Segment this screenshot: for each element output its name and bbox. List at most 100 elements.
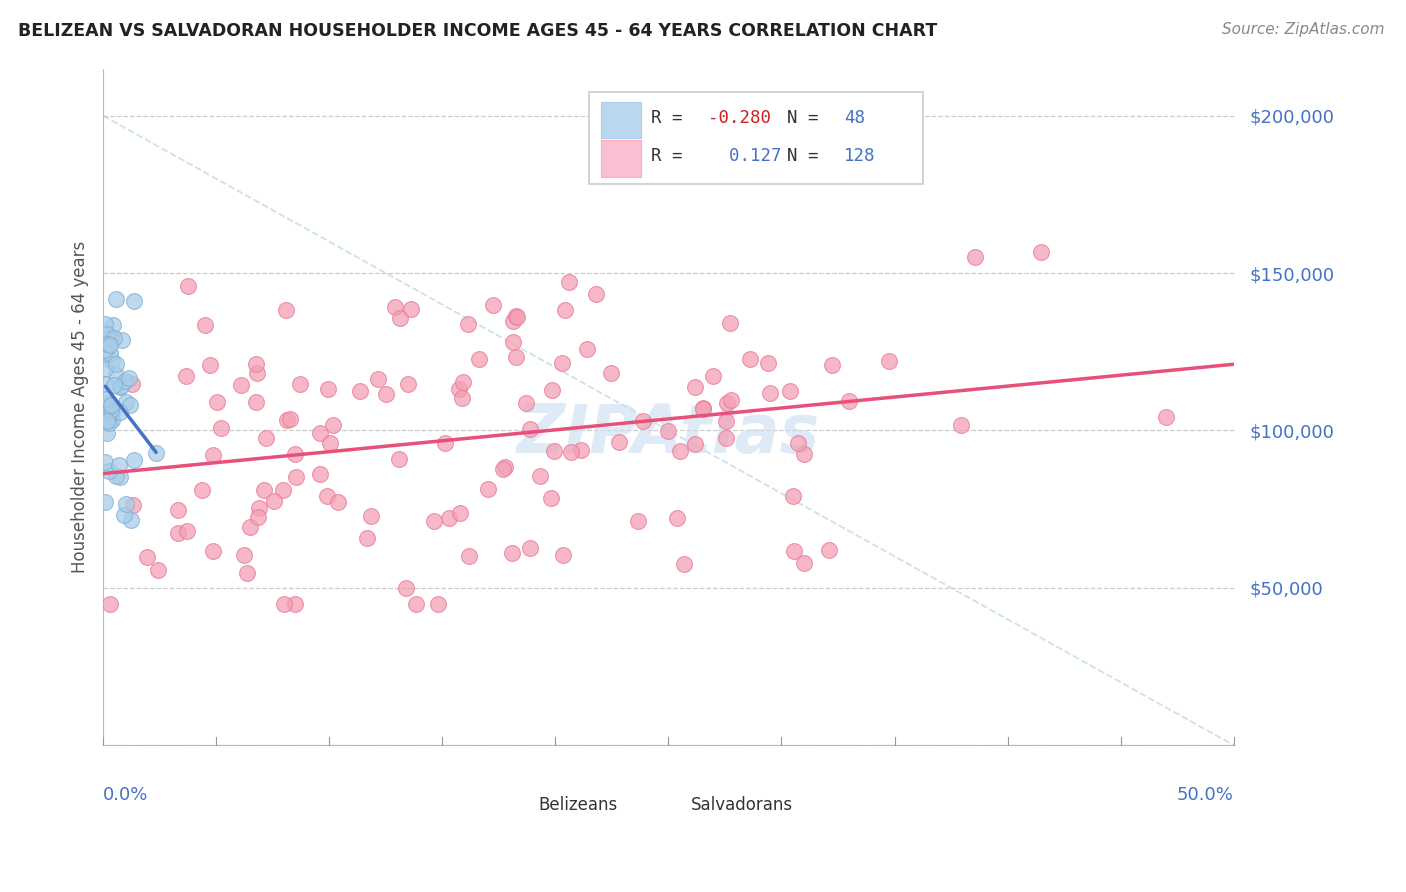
Point xyxy=(494,459,516,474)
Point xyxy=(505,350,527,364)
Point xyxy=(529,469,551,483)
Point xyxy=(877,353,900,368)
Point xyxy=(100,403,122,417)
Point xyxy=(263,494,285,508)
Point xyxy=(253,483,276,498)
Point xyxy=(326,495,349,509)
Text: Belizeans: Belizeans xyxy=(538,796,617,814)
Point xyxy=(543,443,565,458)
Point xyxy=(793,557,815,571)
Point xyxy=(783,543,806,558)
Point xyxy=(231,378,253,392)
Point xyxy=(666,510,689,524)
Point xyxy=(540,383,562,397)
Point xyxy=(112,508,135,522)
Point xyxy=(360,508,382,523)
Point xyxy=(245,357,267,371)
Point xyxy=(103,377,125,392)
Point xyxy=(104,357,127,371)
Point xyxy=(120,398,142,412)
Point xyxy=(103,331,125,345)
Point xyxy=(110,405,132,419)
Point xyxy=(120,513,142,527)
Point xyxy=(492,462,515,476)
Point xyxy=(94,343,117,357)
Point xyxy=(576,343,599,357)
Point xyxy=(209,421,232,435)
Point xyxy=(395,581,418,595)
Point xyxy=(136,550,159,565)
FancyBboxPatch shape xyxy=(600,140,641,177)
Point xyxy=(451,391,474,405)
Point xyxy=(759,386,782,401)
Point xyxy=(501,546,523,560)
Point xyxy=(551,356,574,370)
Point xyxy=(121,377,143,392)
Point xyxy=(427,597,450,611)
Point xyxy=(519,422,541,436)
Point xyxy=(108,469,131,483)
Point xyxy=(94,376,117,391)
FancyBboxPatch shape xyxy=(502,793,536,816)
Point xyxy=(167,503,190,517)
Point xyxy=(97,464,120,478)
Point xyxy=(309,467,332,481)
Point xyxy=(787,436,810,450)
Point xyxy=(117,371,139,385)
Point xyxy=(247,501,270,516)
Point xyxy=(96,392,118,406)
Point xyxy=(467,352,489,367)
Point xyxy=(96,426,118,441)
FancyBboxPatch shape xyxy=(600,102,641,138)
Point xyxy=(683,437,706,451)
Point xyxy=(94,318,117,332)
Point xyxy=(451,376,474,390)
Text: 50.0%: 50.0% xyxy=(1177,786,1233,804)
Point xyxy=(96,414,118,428)
Point xyxy=(167,525,190,540)
Point xyxy=(101,318,124,333)
Point xyxy=(482,298,505,312)
Point xyxy=(94,361,117,376)
Point xyxy=(779,384,801,398)
Point xyxy=(114,374,136,388)
Point xyxy=(702,369,724,384)
Point xyxy=(94,395,117,409)
Point xyxy=(554,303,576,318)
Point xyxy=(447,382,470,396)
Point xyxy=(284,447,307,461)
Point xyxy=(104,368,127,383)
Point xyxy=(437,511,460,525)
Point xyxy=(502,335,524,350)
Point xyxy=(284,597,307,611)
Point xyxy=(515,396,537,410)
Point xyxy=(692,402,714,417)
Point xyxy=(458,549,481,563)
Text: Source: ZipAtlas.com: Source: ZipAtlas.com xyxy=(1222,22,1385,37)
Point xyxy=(122,452,145,467)
Point xyxy=(96,405,118,419)
Point xyxy=(356,531,378,545)
Point xyxy=(100,412,122,426)
Y-axis label: Householder Income Ages 45 - 64 years: Householder Income Ages 45 - 64 years xyxy=(72,241,89,573)
Point xyxy=(965,250,987,264)
Point xyxy=(950,418,973,433)
Point xyxy=(174,369,197,384)
Point xyxy=(111,333,134,347)
Point xyxy=(502,313,524,327)
Point xyxy=(121,498,143,512)
Point xyxy=(388,452,411,467)
Point xyxy=(98,597,121,611)
Point xyxy=(714,414,737,428)
Text: Salvadorans: Salvadorans xyxy=(690,796,793,814)
Point xyxy=(254,431,277,445)
Point xyxy=(817,543,839,558)
Point xyxy=(245,394,267,409)
Text: N =: N = xyxy=(787,109,830,127)
Point xyxy=(506,310,529,325)
Point xyxy=(319,436,342,450)
Point xyxy=(599,366,621,380)
Point xyxy=(246,510,269,524)
Point xyxy=(396,376,419,391)
Point xyxy=(97,337,120,351)
